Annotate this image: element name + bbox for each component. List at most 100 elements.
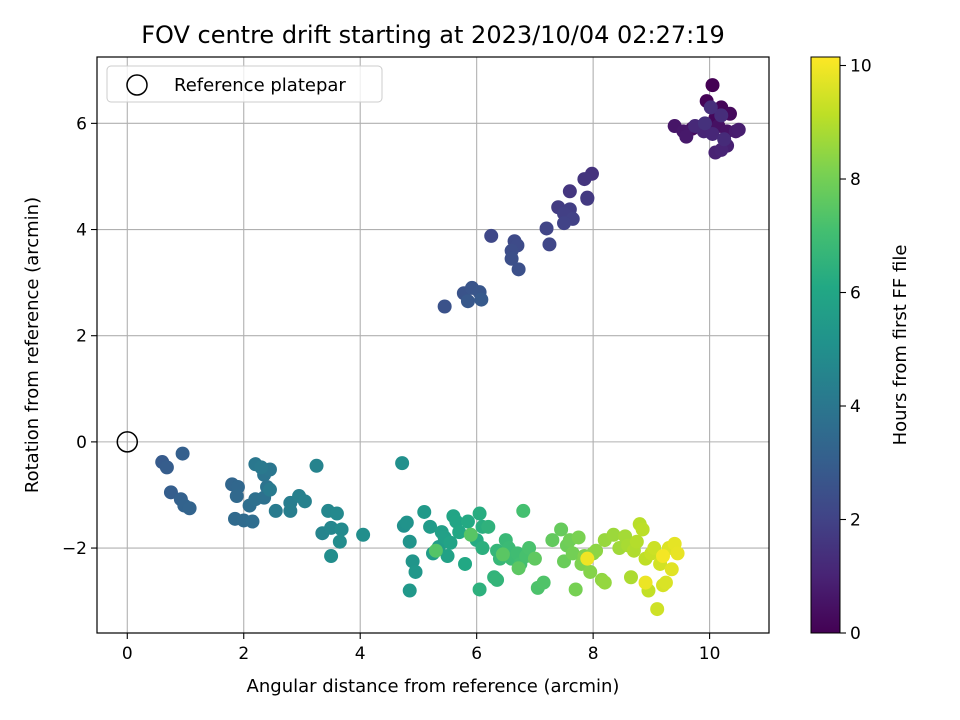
data-point: [658, 575, 673, 590]
x-tick-label: 2: [238, 644, 249, 664]
data-point: [159, 460, 174, 475]
data-point: [583, 564, 598, 579]
data-point: [484, 228, 499, 243]
data-point: [399, 515, 414, 530]
data-point: [565, 546, 580, 561]
data-point: [557, 216, 572, 231]
data-point: [536, 575, 551, 590]
chart-title: FOV centre drift starting at 2023/10/04 …: [141, 21, 725, 49]
data-point: [545, 533, 560, 548]
y-tick-label: 4: [76, 221, 87, 241]
data-point: [408, 564, 423, 579]
colorbar-tick-label: 4: [850, 397, 861, 417]
colorbar-ticks: 0 2 4 6 8 10: [840, 57, 872, 644]
y-tick-label: 0: [76, 433, 87, 453]
y-tick-label: 2: [76, 327, 87, 347]
colorbar-tick-label: 6: [850, 284, 861, 304]
data-point: [475, 541, 490, 556]
data-point: [437, 299, 452, 314]
data-point: [458, 556, 473, 571]
data-point: [452, 525, 467, 540]
data-point: [402, 583, 417, 598]
plot-area: [116, 78, 746, 617]
x-tick-label: 4: [355, 644, 366, 664]
data-point: [440, 549, 455, 564]
reference-marker: [116, 431, 139, 453]
data-point: [449, 514, 464, 529]
data-point: [334, 522, 349, 537]
legend: Reference platepar: [106, 65, 383, 103]
y-axis-label: Rotation from reference (arcmin): [22, 197, 43, 493]
data-point: [638, 575, 653, 590]
data-point: [254, 460, 269, 475]
data-point: [597, 575, 612, 590]
data-point: [568, 582, 583, 597]
data-point: [527, 551, 542, 566]
data-point: [539, 221, 554, 236]
data-point: [428, 543, 443, 558]
legend-box: [106, 65, 383, 103]
data-point: [495, 547, 510, 562]
data-point: [580, 551, 595, 566]
data-point: [571, 530, 586, 545]
x-axis-label: Angular distance from reference (arcmin): [247, 676, 620, 697]
data-point: [714, 142, 729, 157]
legend-label: Reference platepar: [174, 75, 346, 96]
data-point: [324, 520, 339, 535]
data-point: [163, 485, 178, 500]
colorbar-tick-label: 10: [850, 57, 872, 77]
colorbar-tick-label: 2: [850, 511, 861, 531]
data-point: [460, 294, 475, 309]
data-point: [697, 116, 712, 131]
data-point: [460, 514, 475, 529]
data-point: [329, 506, 344, 521]
data-point: [182, 501, 197, 516]
data-point: [511, 262, 526, 277]
data-point: [606, 527, 621, 542]
data-point: [402, 534, 417, 549]
data-point: [623, 570, 638, 585]
data-point: [635, 522, 650, 537]
data-point: [324, 549, 339, 564]
data-point: [670, 546, 685, 561]
data-point: [562, 184, 577, 199]
data-point: [504, 251, 519, 266]
data-point: [175, 446, 190, 461]
data-point: [268, 503, 283, 518]
data-point: [423, 519, 438, 534]
data-point: [580, 191, 595, 206]
data-point: [705, 126, 720, 141]
data-point: [650, 602, 665, 617]
data-point: [522, 541, 537, 556]
plot-frame: [96, 56, 770, 634]
colorbar-label: Hours from first FF file: [890, 245, 911, 446]
data-point: [229, 489, 244, 504]
data-point: [577, 172, 592, 187]
data-point: [703, 100, 718, 115]
y-tick-label: −2: [62, 539, 87, 559]
colorbar-tick-label: 8: [850, 170, 861, 190]
data-point: [664, 562, 679, 577]
data-point: [395, 456, 410, 471]
x-tick-label: 8: [588, 644, 599, 664]
data-point: [245, 514, 260, 529]
colorbar-gradient: [810, 56, 841, 634]
data-point: [472, 582, 487, 597]
data-point: [297, 494, 312, 509]
y-tick-label: 6: [76, 114, 87, 134]
x-tick-label: 10: [699, 644, 721, 664]
data-point: [629, 534, 644, 549]
data-point: [705, 78, 720, 93]
grid: [97, 57, 769, 633]
x-tick-label: 0: [122, 644, 133, 664]
data-point: [717, 132, 732, 147]
data-point: [443, 535, 458, 550]
data-point: [309, 458, 324, 473]
x-tick-label: 6: [471, 644, 482, 664]
data-point: [731, 122, 746, 137]
data-point: [405, 554, 420, 569]
data-point: [490, 572, 505, 587]
data-point: [481, 519, 496, 534]
